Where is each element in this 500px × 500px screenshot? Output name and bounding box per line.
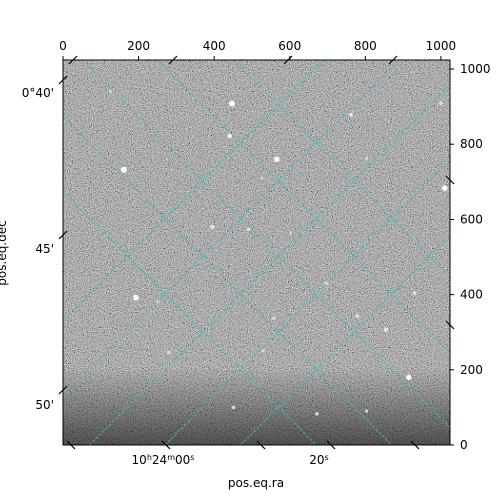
grid-line-3: [157, 60, 450, 353]
star-source-19: [364, 409, 369, 413]
grid-line-0: [63, 191, 317, 445]
top-tick-label-3: 600: [278, 39, 301, 53]
world-tick-11: [58, 385, 68, 395]
grid-line-8: [164, 159, 450, 445]
top-tick-label-5: 1000: [426, 39, 457, 53]
right-tick-label-0: 0: [460, 438, 468, 452]
top-tick-label-2: 400: [203, 39, 226, 53]
star-source-25: [289, 231, 293, 235]
world-tick-7: [326, 440, 336, 450]
y-axis-title: pos.eq.dec: [0, 220, 9, 285]
coordinate-grid: [63, 60, 450, 445]
star-source-2: [274, 156, 280, 163]
top-tick-label-0: 0: [59, 39, 67, 53]
star-source-17: [315, 412, 319, 416]
star-source-14: [272, 316, 276, 321]
world-tick-8: [410, 440, 420, 450]
x-axis-title: pos.eq.ra: [228, 476, 284, 490]
world-tick-12: [445, 175, 455, 185]
grid-line-4: [232, 60, 450, 278]
star-source-3: [133, 294, 139, 301]
pixel-axis-ticks: 0 200 400 600 800 1000 0 200 400 600 800 1000: [59, 39, 490, 452]
image-panel: [63, 60, 450, 445]
plot-frame: [62, 59, 451, 446]
world-tick-4: [66, 440, 76, 450]
grid-line-7: [89, 84, 450, 445]
grid-line-2: [81, 60, 450, 429]
star-source-22: [439, 101, 443, 106]
star-source-7: [348, 112, 354, 118]
grid-line-1: [63, 115, 393, 445]
top-tick-label-1: 200: [127, 39, 150, 53]
world-tick-0: [68, 55, 78, 65]
star-source-21: [364, 156, 369, 161]
star-source-24: [260, 176, 264, 180]
world-tick-13: [445, 320, 455, 330]
star-source-5: [441, 185, 448, 191]
world-tick-2: [283, 55, 293, 65]
grid-line-6: [63, 60, 401, 397]
right-tick-label-3: 600: [460, 212, 483, 226]
star-sources: [108, 89, 448, 416]
right-tick-label-1: 200: [460, 363, 483, 377]
world-axis-ticks: [58, 55, 455, 450]
image-bottom-shade: [63, 60, 450, 445]
star-source-1: [229, 100, 235, 107]
dec-tick-label-0: 0°40': [22, 86, 54, 100]
star-source-23: [108, 89, 112, 94]
star-source-0: [120, 166, 127, 173]
star-source-13: [412, 291, 417, 296]
world-tick-5: [161, 440, 171, 450]
star-source-20: [261, 348, 265, 353]
ra-tick-label-1: 20s: [309, 453, 328, 468]
world-tick-1: [168, 55, 178, 65]
star-source-9: [246, 227, 251, 232]
star-source-11: [383, 327, 388, 332]
world-tick-10: [58, 230, 68, 240]
grid-line-9: [240, 235, 450, 445]
world-tick-6: [256, 440, 266, 450]
star-source-18: [231, 405, 236, 410]
star-source-12: [355, 314, 360, 318]
star-source-4: [406, 374, 412, 381]
world-tick-9: [58, 75, 68, 85]
star-source-8: [210, 224, 215, 230]
star-source-6: [227, 133, 233, 139]
world-tick-3: [388, 55, 398, 65]
right-tick-label-5: 1000: [460, 62, 491, 76]
top-tick-label-4: 800: [354, 39, 377, 53]
dec-tick-label-1: 45': [35, 242, 54, 256]
grid-line-5: [63, 60, 325, 322]
star-source-16: [167, 350, 171, 355]
dec-tick-label-2: 50': [35, 398, 54, 412]
right-tick-label-2: 400: [460, 288, 483, 302]
right-tick-label-4: 800: [460, 137, 483, 151]
ra-tick-label-0: 10h24m00s: [132, 453, 195, 468]
